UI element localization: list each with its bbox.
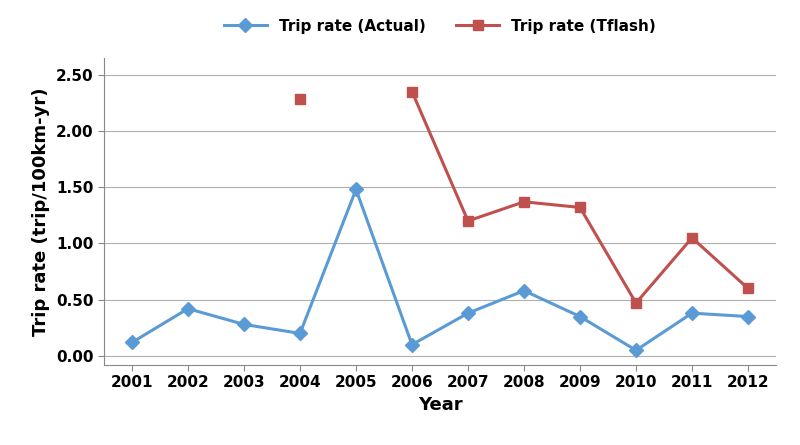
Trip rate (Actual) xyxy=(575,314,585,319)
Y-axis label: Trip rate (trip/100km-yr): Trip rate (trip/100km-yr) xyxy=(33,87,50,336)
Trip rate (Tflash) xyxy=(743,286,753,291)
Legend: Trip rate (Actual), Trip rate (Tflash): Trip rate (Actual), Trip rate (Tflash) xyxy=(218,13,662,40)
Trip rate (Tflash) xyxy=(519,199,529,205)
Trip rate (Actual) xyxy=(743,314,753,319)
Trip rate (Tflash) xyxy=(631,300,641,306)
Trip rate (Actual) xyxy=(687,311,697,316)
Trip rate (Actual) xyxy=(351,187,361,192)
Trip rate (Actual) xyxy=(127,340,137,345)
Trip rate (Tflash) xyxy=(575,205,585,210)
Trip rate (Actual) xyxy=(183,306,193,312)
Trip rate (Tflash) xyxy=(407,89,417,94)
Trip rate (Tflash) xyxy=(295,97,305,102)
Trip rate (Actual) xyxy=(519,288,529,293)
Trip rate (Actual) xyxy=(463,311,473,316)
X-axis label: Year: Year xyxy=(418,396,462,414)
Trip rate (Actual) xyxy=(295,331,305,336)
Line: Trip rate (Actual): Trip rate (Actual) xyxy=(127,185,753,355)
Trip rate (Actual) xyxy=(407,342,417,348)
Line: Trip rate (Tflash): Trip rate (Tflash) xyxy=(295,87,753,308)
Trip rate (Actual) xyxy=(631,348,641,353)
Trip rate (Tflash) xyxy=(463,218,473,223)
Trip rate (Actual) xyxy=(239,322,249,327)
Trip rate (Tflash) xyxy=(687,235,697,240)
